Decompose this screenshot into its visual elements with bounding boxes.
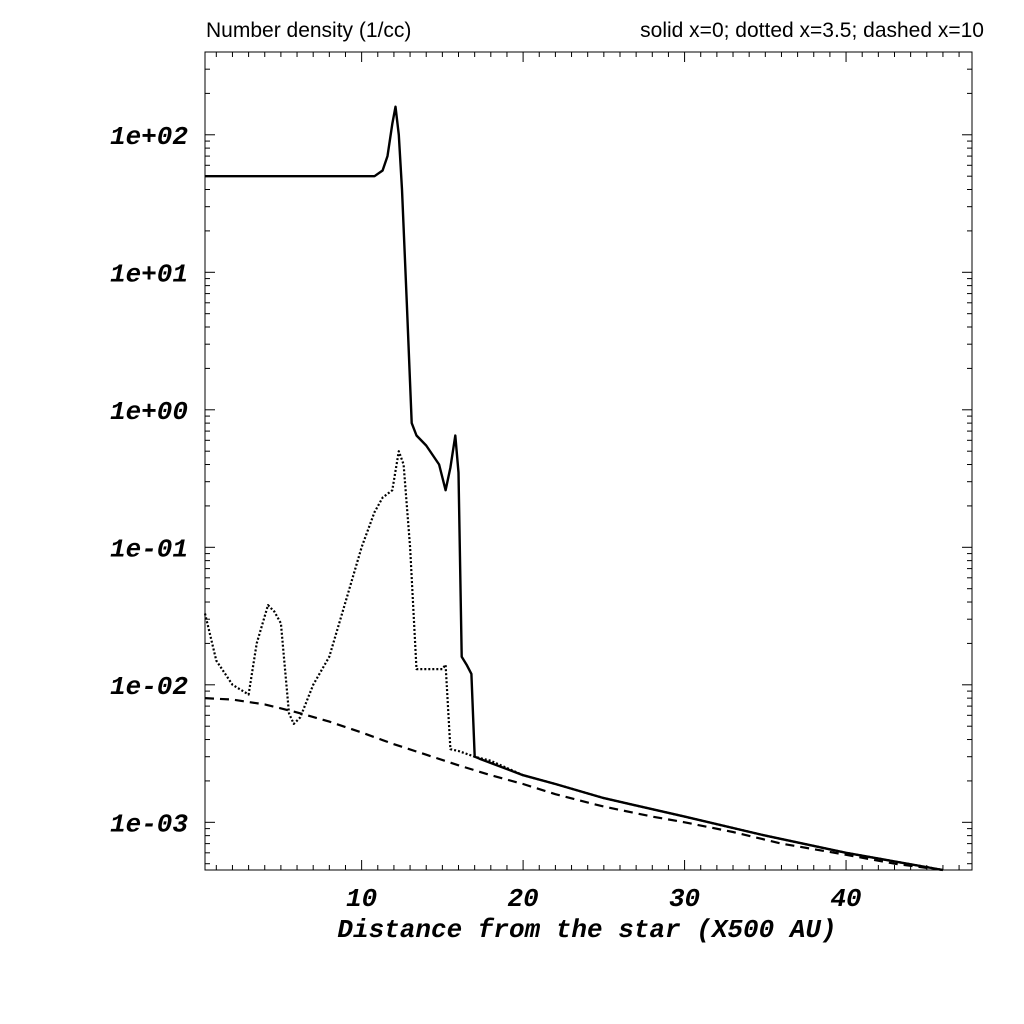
plot-frame: [204, 51, 973, 871]
series-line-solid: [205, 105, 944, 872]
y-tick-label: 1e-02: [110, 672, 188, 702]
y-tick-label: 1e-01: [110, 534, 188, 564]
x-axis-label: Distance from the star (X500 AU): [337, 915, 836, 945]
chart-title: Number density (1/cc): [206, 19, 411, 42]
y-tick-label: 1e+02: [110, 122, 188, 152]
x-tick-label: 30: [669, 884, 700, 914]
x-axis-ticks: 10 20 30 40: [215, 52, 960, 914]
y-tick-label: 1e-03: [110, 809, 188, 839]
y-tick-label: 1e+00: [110, 397, 188, 427]
x-tick-label: 20: [507, 884, 538, 914]
x-tick-label: 40: [830, 884, 861, 914]
legend-text: solid x=0; dotted x=3.5; dashed x=10: [640, 19, 984, 42]
y-axis-ticks: 1e-03 1e-02 1e-01 1e+00 1e+01 1e+02: [110, 51, 972, 865]
series-layer: [203, 105, 944, 872]
series-line-dashed: [204, 697, 944, 872]
series-line-dotted: [203, 450, 944, 872]
x-tick-label: 10: [346, 884, 377, 914]
y-tick-label: 1e+01: [110, 259, 188, 289]
